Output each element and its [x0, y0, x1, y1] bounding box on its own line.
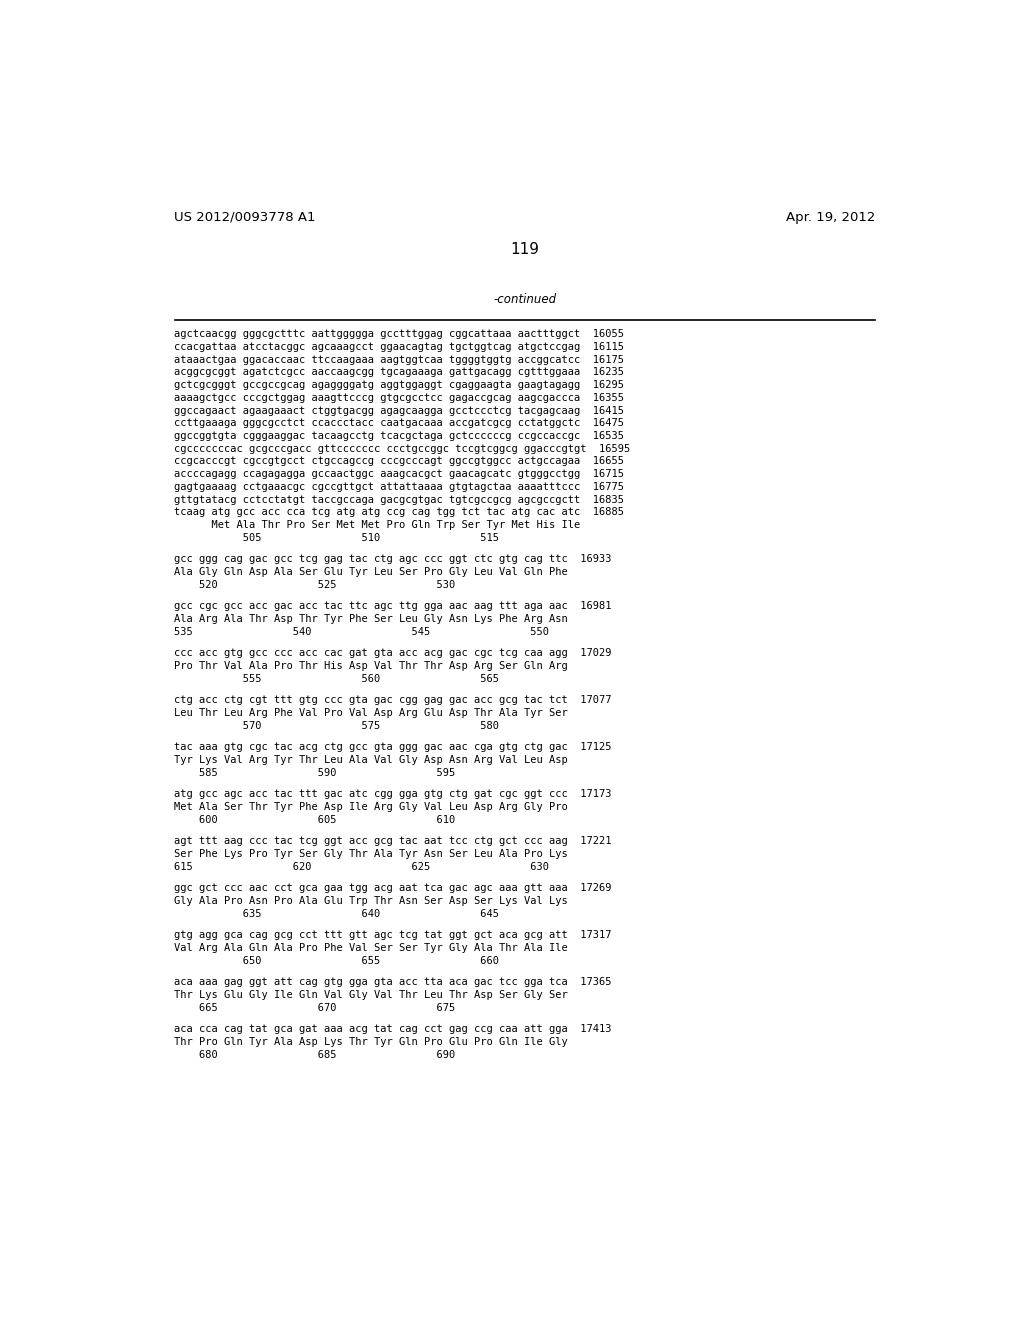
Text: 600                605                610: 600 605 610 — [174, 814, 456, 825]
Text: ggc gct ccc aac cct gca gaa tgg acg aat tca gac agc aaa gtt aaa  17269: ggc gct ccc aac cct gca gaa tgg acg aat … — [174, 883, 612, 894]
Text: Thr Pro Gln Tyr Ala Asp Lys Thr Tyr Gln Pro Glu Pro Gln Ile Gly: Thr Pro Gln Tyr Ala Asp Lys Thr Tyr Gln … — [174, 1038, 568, 1047]
Text: gttgtatacg cctcctatgt taccgccaga gacgcgtgac tgtcgccgcg agcgccgctt  16835: gttgtatacg cctcctatgt taccgccaga gacgcgt… — [174, 495, 625, 504]
Text: 505                510                515: 505 510 515 — [174, 533, 500, 543]
Text: ggccggtgta cgggaaggac tacaagcctg tcacgctaga gctccccccg ccgccaccgc  16535: ggccggtgta cgggaaggac tacaagcctg tcacgct… — [174, 430, 625, 441]
Text: Ala Gly Gln Asp Ala Ser Glu Tyr Leu Ser Pro Gly Leu Val Gln Phe: Ala Gly Gln Asp Ala Ser Glu Tyr Leu Ser … — [174, 566, 568, 577]
Text: 119: 119 — [510, 242, 540, 256]
Text: agt ttt aag ccc tac tcg ggt acc gcg tac aat tcc ctg gct ccc aag  17221: agt ttt aag ccc tac tcg ggt acc gcg tac … — [174, 837, 612, 846]
Text: -continued: -continued — [494, 293, 556, 306]
Text: Tyr Lys Val Arg Tyr Thr Leu Ala Val Gly Asp Asn Arg Val Leu Asp: Tyr Lys Val Arg Tyr Thr Leu Ala Val Gly … — [174, 755, 568, 766]
Text: Ser Phe Lys Pro Tyr Ser Gly Thr Ala Tyr Asn Ser Leu Ala Pro Lys: Ser Phe Lys Pro Tyr Ser Gly Thr Ala Tyr … — [174, 849, 568, 859]
Text: tac aaa gtg cgc tac acg ctg gcc gta ggg gac aac cga gtg ctg gac  17125: tac aaa gtg cgc tac acg ctg gcc gta ggg … — [174, 742, 612, 752]
Text: 615                620                625                630: 615 620 625 630 — [174, 862, 550, 871]
Text: Met Ala Thr Pro Ser Met Met Pro Gln Trp Ser Tyr Met His Ile: Met Ala Thr Pro Ser Met Met Pro Gln Trp … — [174, 520, 581, 529]
Text: atg gcc agc acc tac ttt gac atc cgg gga gtg ctg gat cgc ggt ccc  17173: atg gcc agc acc tac ttt gac atc cgg gga … — [174, 789, 612, 800]
Text: ataaactgaa ggacaccaac ttccaagaaa aagtggtcaa tggggtggtg accggcatcc  16175: ataaactgaa ggacaccaac ttccaagaaa aagtggt… — [174, 355, 625, 364]
Text: 520                525                530: 520 525 530 — [174, 579, 456, 590]
Text: gctcgcgggt gccgccgcag agaggggatg aggtggaggt cgaggaagta gaagtagagg  16295: gctcgcgggt gccgccgcag agaggggatg aggtgga… — [174, 380, 625, 391]
Text: US 2012/0093778 A1: US 2012/0093778 A1 — [174, 211, 316, 224]
Text: ccc acc gtg gcc ccc acc cac gat gta acc acg gac cgc tcg caa agg  17029: ccc acc gtg gcc ccc acc cac gat gta acc … — [174, 648, 612, 659]
Text: 535                540                545                550: 535 540 545 550 — [174, 627, 550, 636]
Text: 635                640                645: 635 640 645 — [174, 908, 500, 919]
Text: ctg acc ctg cgt ttt gtg ccc gta gac cgg gag gac acc gcg tac tct  17077: ctg acc ctg cgt ttt gtg ccc gta gac cgg … — [174, 696, 612, 705]
Text: acggcgcggt agatctcgcc aaccaagcgg tgcagaaaga gattgacagg cgtttggaaa  16235: acggcgcggt agatctcgcc aaccaagcgg tgcagaa… — [174, 367, 625, 378]
Text: Apr. 19, 2012: Apr. 19, 2012 — [785, 211, 876, 224]
Text: agctcaacgg gggcgctttc aattggggga gcctttggag cggcattaaa aactttggct  16055: agctcaacgg gggcgctttc aattggggga gcctttg… — [174, 330, 625, 339]
Text: cgcccccccac gcgcccgacc gttccccccc ccctgccggc tccgtcggcg ggacccgtgt  16595: cgcccccccac gcgcccgacc gttccccccc ccctgc… — [174, 444, 631, 454]
Text: 665                670                675: 665 670 675 — [174, 1003, 456, 1012]
Text: gcc ggg cag gac gcc tcg gag tac ctg agc ccc ggt ctc gtg cag ttc  16933: gcc ggg cag gac gcc tcg gag tac ctg agc … — [174, 554, 612, 564]
Text: 680                685                690: 680 685 690 — [174, 1049, 456, 1060]
Text: 570                575                580: 570 575 580 — [174, 721, 500, 731]
Text: Met Ala Ser Thr Tyr Phe Asp Ile Arg Gly Val Leu Asp Arg Gly Pro: Met Ala Ser Thr Tyr Phe Asp Ile Arg Gly … — [174, 803, 568, 812]
Text: Leu Thr Leu Arg Phe Val Pro Val Asp Arg Glu Asp Thr Ala Tyr Ser: Leu Thr Leu Arg Phe Val Pro Val Asp Arg … — [174, 708, 568, 718]
Text: 585                590                595: 585 590 595 — [174, 768, 456, 777]
Text: 555                560                565: 555 560 565 — [174, 673, 500, 684]
Text: Gly Ala Pro Asn Pro Ala Glu Trp Thr Asn Ser Asp Ser Lys Val Lys: Gly Ala Pro Asn Pro Ala Glu Trp Thr Asn … — [174, 896, 568, 906]
Text: gcc cgc gcc acc gac acc tac ttc agc ttg gga aac aag ttt aga aac  16981: gcc cgc gcc acc gac acc tac ttc agc ttg … — [174, 601, 612, 611]
Text: ccacgattaa atcctacggc agcaaagcct ggaacagtag tgctggtcag atgctccgag  16115: ccacgattaa atcctacggc agcaaagcct ggaacag… — [174, 342, 625, 352]
Text: ggccagaact agaagaaact ctggtgacgg agagcaagga gcctccctcg tacgagcaag  16415: ggccagaact agaagaaact ctggtgacgg agagcaa… — [174, 405, 625, 416]
Text: Ala Arg Ala Thr Asp Thr Tyr Phe Ser Leu Gly Asn Lys Phe Arg Asn: Ala Arg Ala Thr Asp Thr Tyr Phe Ser Leu … — [174, 614, 568, 624]
Text: gagtgaaaag cctgaaacgc cgccgttgct attattaaaa gtgtagctaa aaaatttccc  16775: gagtgaaaag cctgaaacgc cgccgttgct attatta… — [174, 482, 625, 492]
Text: accccagagg ccagagagga gccaactggc aaagcacgct gaacagcatc gtgggcctgg  16715: accccagagg ccagagagga gccaactggc aaagcac… — [174, 469, 625, 479]
Text: ccttgaaaga gggcgcctct ccaccctacc caatgacaaa accgatcgcg cctatggctc  16475: ccttgaaaga gggcgcctct ccaccctacc caatgac… — [174, 418, 625, 428]
Text: aca aaa gag ggt att cag gtg gga gta acc tta aca gac tcc gga tca  17365: aca aaa gag ggt att cag gtg gga gta acc … — [174, 977, 612, 987]
Text: tcaag atg gcc acc cca tcg atg atg ccg cag tgg tct tac atg cac atc  16885: tcaag atg gcc acc cca tcg atg atg ccg ca… — [174, 507, 625, 517]
Text: Val Arg Ala Gln Ala Pro Phe Val Ser Ser Tyr Gly Ala Thr Ala Ile: Val Arg Ala Gln Ala Pro Phe Val Ser Ser … — [174, 942, 568, 953]
Text: Pro Thr Val Ala Pro Thr His Asp Val Thr Thr Asp Arg Ser Gln Arg: Pro Thr Val Ala Pro Thr His Asp Val Thr … — [174, 661, 568, 671]
Text: ccgcacccgt cgccgtgcct ctgccagccg cccgcccagt ggccgtggcc actgccagaa  16655: ccgcacccgt cgccgtgcct ctgccagccg cccgccc… — [174, 457, 625, 466]
Text: aca cca cag tat gca gat aaa acg tat cag cct gag ccg caa att gga  17413: aca cca cag tat gca gat aaa acg tat cag … — [174, 1024, 612, 1035]
Text: Thr Lys Glu Gly Ile Gln Val Gly Val Thr Leu Thr Asp Ser Gly Ser: Thr Lys Glu Gly Ile Gln Val Gly Val Thr … — [174, 990, 568, 1001]
Text: aaaagctgcc cccgctggag aaagttcccg gtgcgcctcc gagaccgcag aagcgaccca  16355: aaaagctgcc cccgctggag aaagttcccg gtgcgcc… — [174, 393, 625, 403]
Text: gtg agg gca cag gcg cct ttt gtt agc tcg tat ggt gct aca gcg att  17317: gtg agg gca cag gcg cct ttt gtt agc tcg … — [174, 931, 612, 940]
Text: 650                655                660: 650 655 660 — [174, 956, 500, 966]
